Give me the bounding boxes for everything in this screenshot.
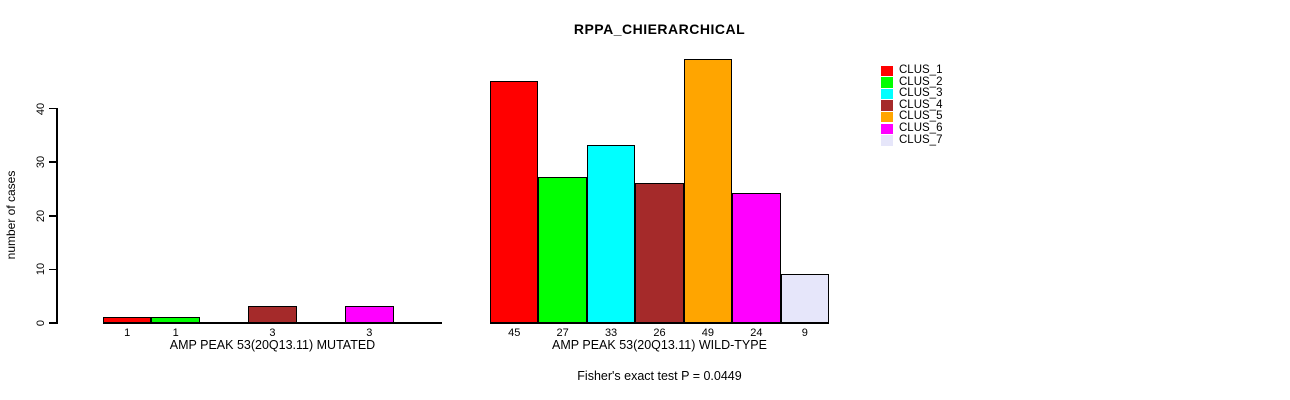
y-axis-tick (49, 322, 56, 324)
legend-item: CLUS_7 (881, 133, 943, 147)
bar-value-label: 49 (701, 326, 715, 339)
y-axis-tick-label: 0 (35, 319, 47, 327)
chart-title: RPPA_CHIERARCHICAL (573, 21, 746, 37)
legend-item: CLUS_3 (881, 88, 942, 100)
bar (683, 59, 733, 324)
fisher-test-annotation: Fisher's exact test P = 0.0449 (577, 369, 742, 383)
bar-value-label: 24 (750, 326, 763, 339)
bar-value-label: 27 (556, 326, 569, 339)
bar (490, 80, 539, 324)
legend-label: CLUS_2 (899, 75, 943, 88)
legend-swatch (881, 135, 893, 146)
legend-label: CLUS_6 (899, 121, 943, 134)
legend-label: CLUS_5 (899, 110, 943, 123)
y-axis-tick (49, 107, 56, 110)
bar-value-label: 9 (801, 326, 808, 339)
y-axis-tick (49, 268, 56, 271)
y-axis-tick-label: 20 (35, 209, 47, 222)
bar (635, 182, 684, 324)
bar-value-label: 1 (124, 326, 131, 339)
legend-swatch (881, 88, 893, 100)
legend-swatch (881, 65, 893, 77)
y-axis-line (56, 107, 58, 324)
bar-value-label: 45 (508, 326, 521, 339)
y-axis-tick (49, 161, 56, 163)
legend-swatch (881, 100, 893, 111)
y-axis-tick (49, 215, 56, 217)
y-axis-tick-label: 30 (35, 156, 47, 169)
bar (151, 316, 200, 324)
legend-item: CLUS_2 (881, 75, 943, 89)
y-axis-title-text: number of cases (4, 170, 18, 260)
bar (538, 177, 587, 324)
y-axis-tick-label: 10 (35, 263, 47, 276)
x-axis-group-label-mutated: AMP PEAK 53(20Q13.11) MUTATED (169, 338, 376, 352)
legend-label: CLUS_7 (899, 133, 943, 146)
legend-label: CLUS_3 (899, 87, 943, 100)
bar (345, 305, 394, 324)
bar-value-label: 33 (604, 326, 618, 339)
legend-swatch (881, 77, 893, 88)
bar (732, 193, 781, 324)
bar-value-label: 3 (269, 326, 276, 339)
legend-item: CLUS_1 (881, 64, 943, 77)
legend: CLUS_1 CLUS_2 CLUS_3 CLUS_4 CLUS_5 CLUS_6 CLUS… (881, 64, 943, 147)
legend-item: CLUS_6 (881, 121, 943, 135)
bar-value-label: 26 (653, 326, 666, 339)
bar-value-label: 3 (366, 326, 373, 339)
bar-value-label: 1 (172, 326, 179, 339)
bar (780, 273, 829, 324)
legend-label: CLUS_1 (899, 64, 943, 76)
legend-label: CLUS_4 (899, 98, 943, 111)
bar (586, 145, 636, 324)
legend-swatch (881, 123, 893, 135)
bar (103, 316, 152, 324)
legend-swatch (881, 111, 893, 123)
y-axis-tick-label: 40 (35, 102, 47, 115)
legend-item: CLUS_4 (881, 98, 943, 112)
bar (248, 305, 297, 324)
legend-item: CLUS_5 (881, 111, 942, 123)
x-axis-group-label-wildtype: AMP PEAK 53(20Q13.11) WILD-TYPE (552, 338, 767, 352)
